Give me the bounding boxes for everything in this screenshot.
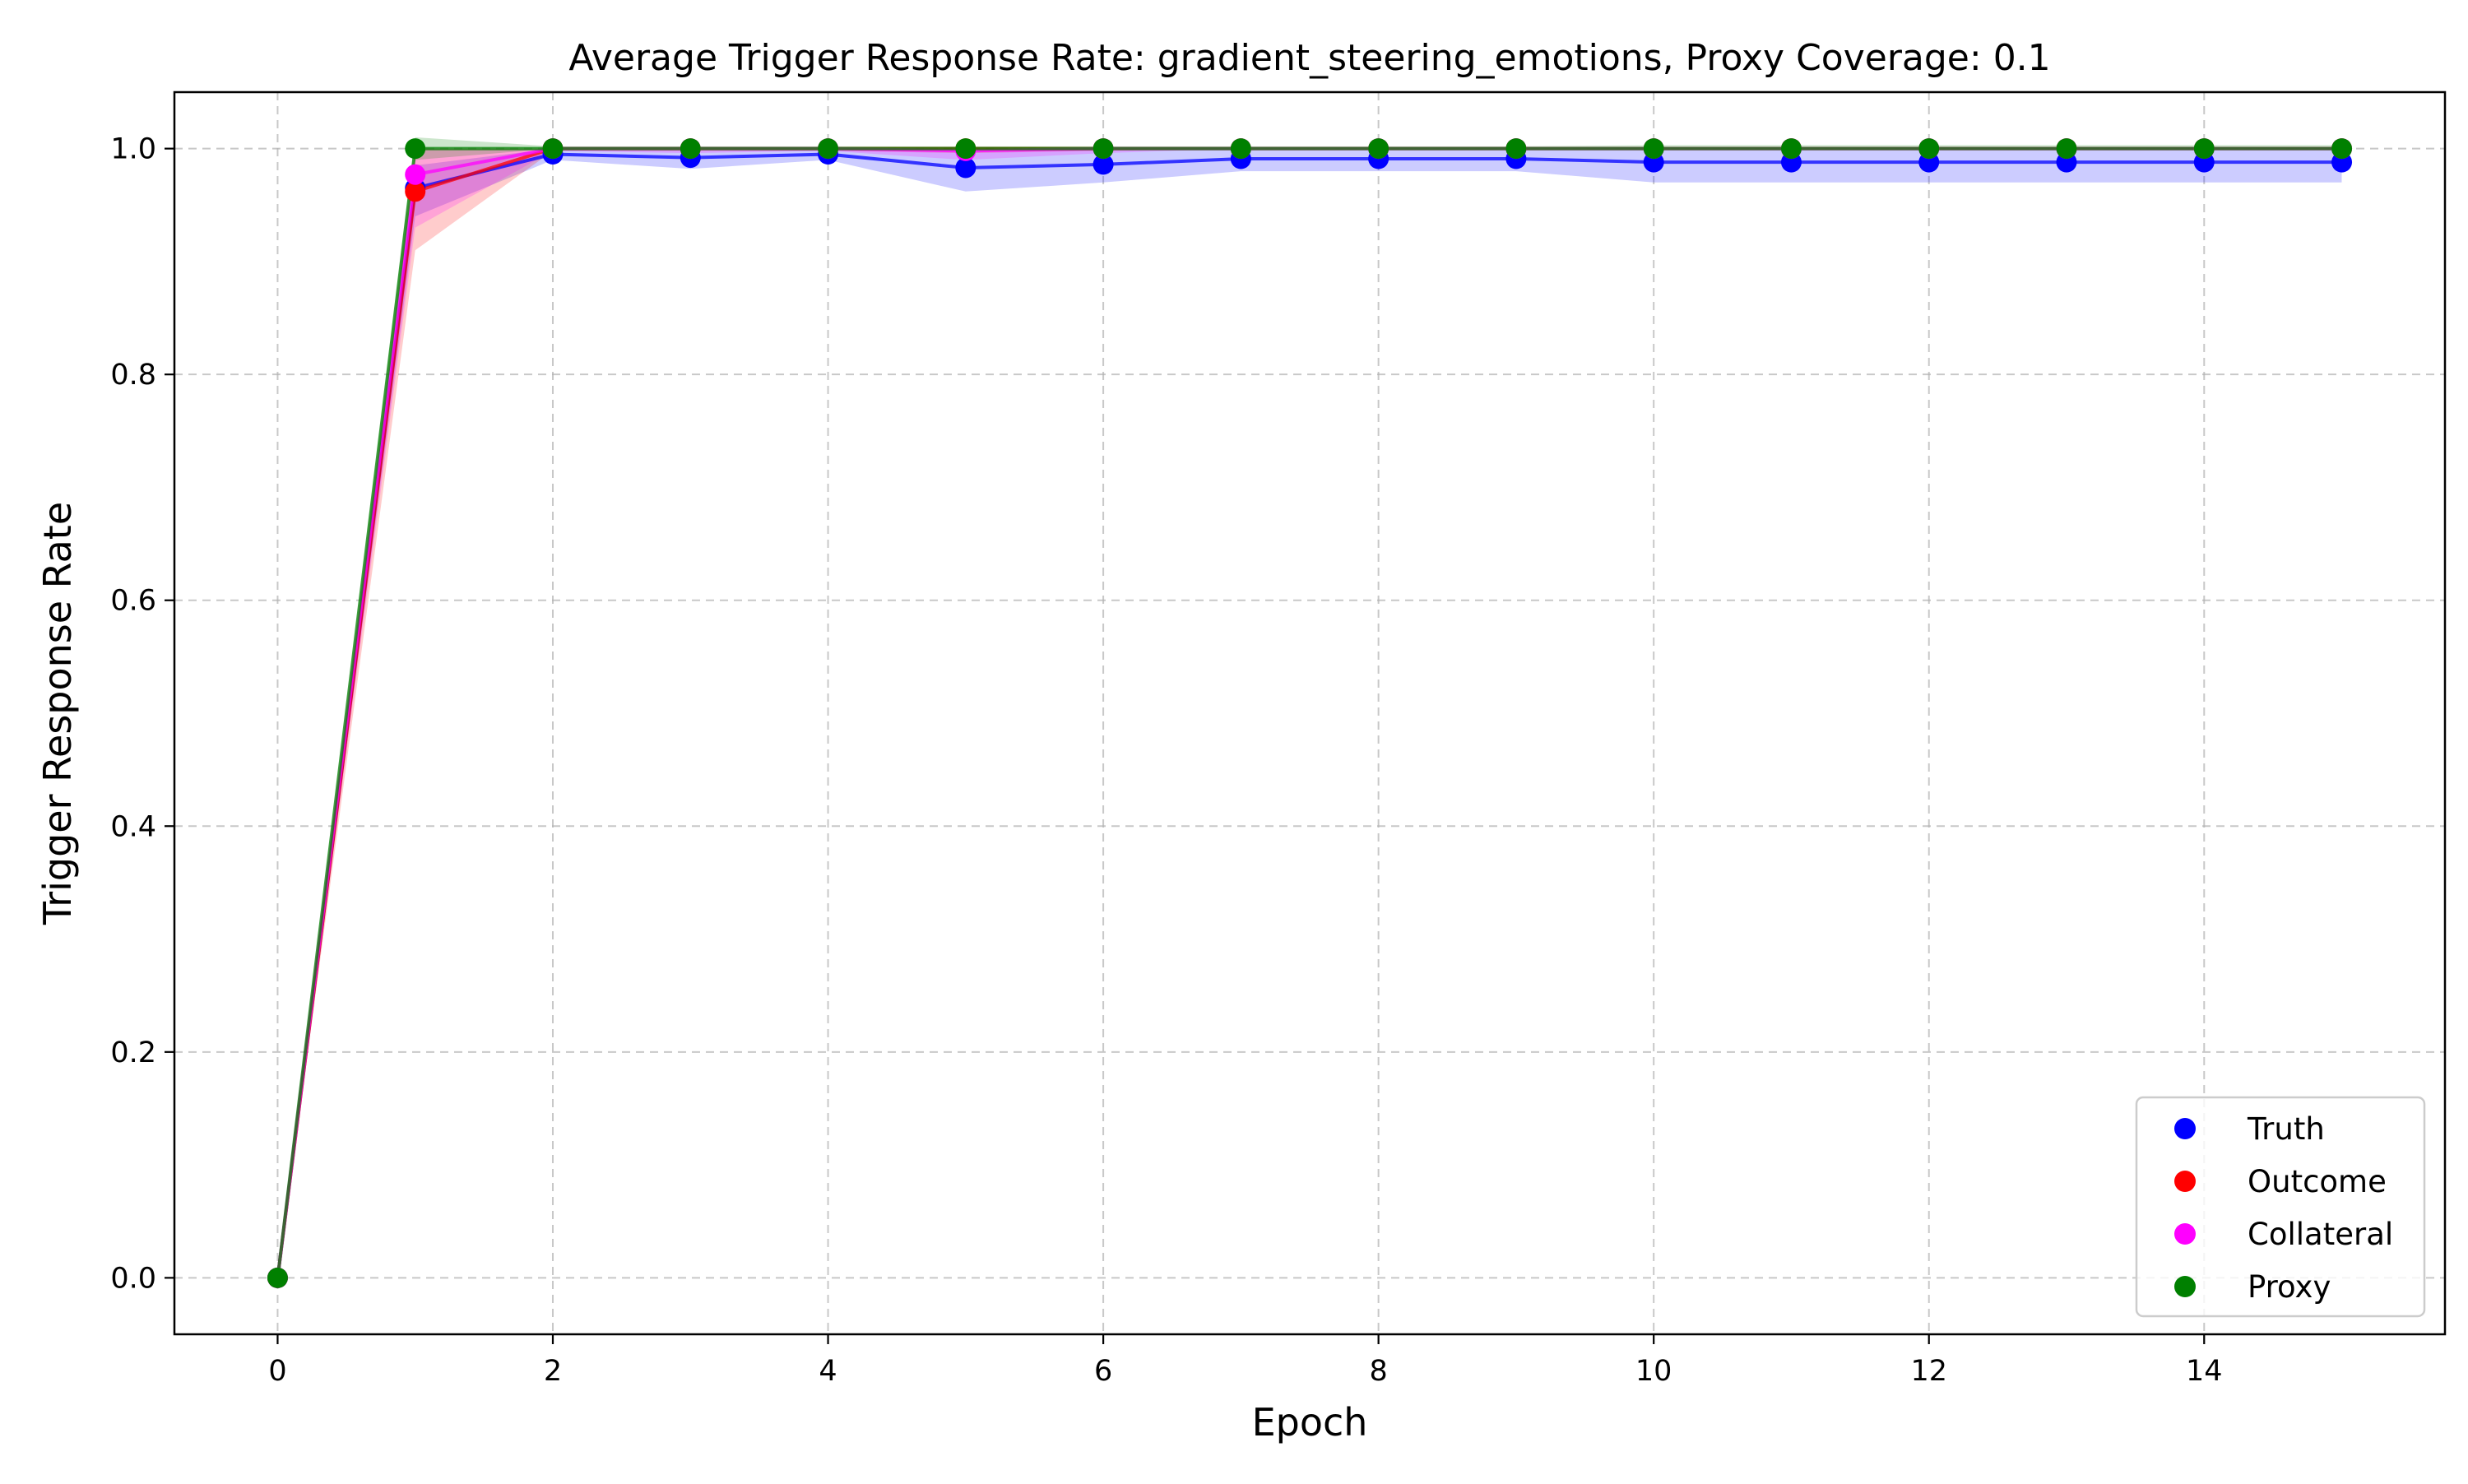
x-tick-label: 14 xyxy=(2186,1355,2223,1388)
data-point-truth xyxy=(1093,154,1114,175)
series-line-truth xyxy=(276,152,2342,1278)
y-tick-label: 0.0 xyxy=(110,1262,156,1295)
data-point-outcome xyxy=(405,181,426,202)
data-point-proxy xyxy=(2331,138,2353,160)
data-point-proxy xyxy=(1918,138,1940,160)
series-line-proxy xyxy=(276,146,2342,1278)
data-point-proxy xyxy=(818,138,839,160)
data-point-truth xyxy=(955,157,977,179)
legend-marker-collateral xyxy=(2174,1223,2196,1245)
y-tick-label: 0.8 xyxy=(110,359,156,392)
legend-marker-outcome xyxy=(2174,1171,2196,1192)
legend-frame xyxy=(2135,1096,2426,1318)
x-tick-label: 6 xyxy=(1094,1355,1112,1388)
plot-frame xyxy=(173,90,2447,1336)
legend-label-collateral: Collateral xyxy=(2248,1217,2393,1252)
x-tick-label: 10 xyxy=(1635,1355,1672,1388)
x-tick-label: 4 xyxy=(819,1355,837,1388)
data-point-proxy xyxy=(1093,138,1114,160)
x-tick-label: 0 xyxy=(268,1355,286,1388)
x-tick-label: 8 xyxy=(1369,1355,1387,1388)
x-axis-ticks: 0 2 4 6 8 10 12 14 xyxy=(268,1334,2223,1388)
y-tick-label: 1.0 xyxy=(110,133,156,166)
y-axis-ticks: 0.0 0.2 0.4 0.6 0.8 1.0 xyxy=(110,133,174,1295)
data-point-proxy xyxy=(680,138,701,160)
y-axis-label: Trigger Response Rate xyxy=(35,502,80,925)
data-point-proxy xyxy=(1643,138,1664,160)
legend-marker-truth xyxy=(2174,1118,2196,1139)
data-point-proxy xyxy=(1505,138,1527,160)
legend-label-truth: Truth xyxy=(2247,1111,2325,1147)
data-point-proxy xyxy=(1780,138,1802,160)
data-points xyxy=(267,138,2353,1288)
series-lines xyxy=(276,146,2342,1278)
data-point-proxy xyxy=(542,138,564,160)
data-point-proxy xyxy=(2056,138,2077,160)
x-tick-label: 2 xyxy=(544,1355,562,1388)
data-point-proxy xyxy=(1230,138,1251,160)
data-point-collateral xyxy=(405,164,426,185)
legend-marker-proxy xyxy=(2174,1276,2196,1297)
legend: Truth Outcome Collateral Proxy xyxy=(2135,1096,2426,1318)
x-axis-label: Epoch xyxy=(1252,1400,1368,1445)
data-point-proxy xyxy=(1368,138,1389,160)
y-tick-label: 0.2 xyxy=(110,1036,156,1069)
y-tick-label: 0.6 xyxy=(110,585,156,618)
y-tick-label: 0.4 xyxy=(110,810,156,843)
x-tick-label: 12 xyxy=(1910,1355,1947,1388)
legend-label-proxy: Proxy xyxy=(2248,1269,2331,1305)
data-point-proxy xyxy=(405,138,426,160)
data-point-proxy xyxy=(955,138,977,160)
data-point-proxy xyxy=(2193,138,2215,160)
data-point-proxy xyxy=(267,1267,288,1288)
legend-label-outcome: Outcome xyxy=(2248,1164,2387,1199)
chart-title: Average Trigger Response Rate: gradient_… xyxy=(568,37,2050,79)
